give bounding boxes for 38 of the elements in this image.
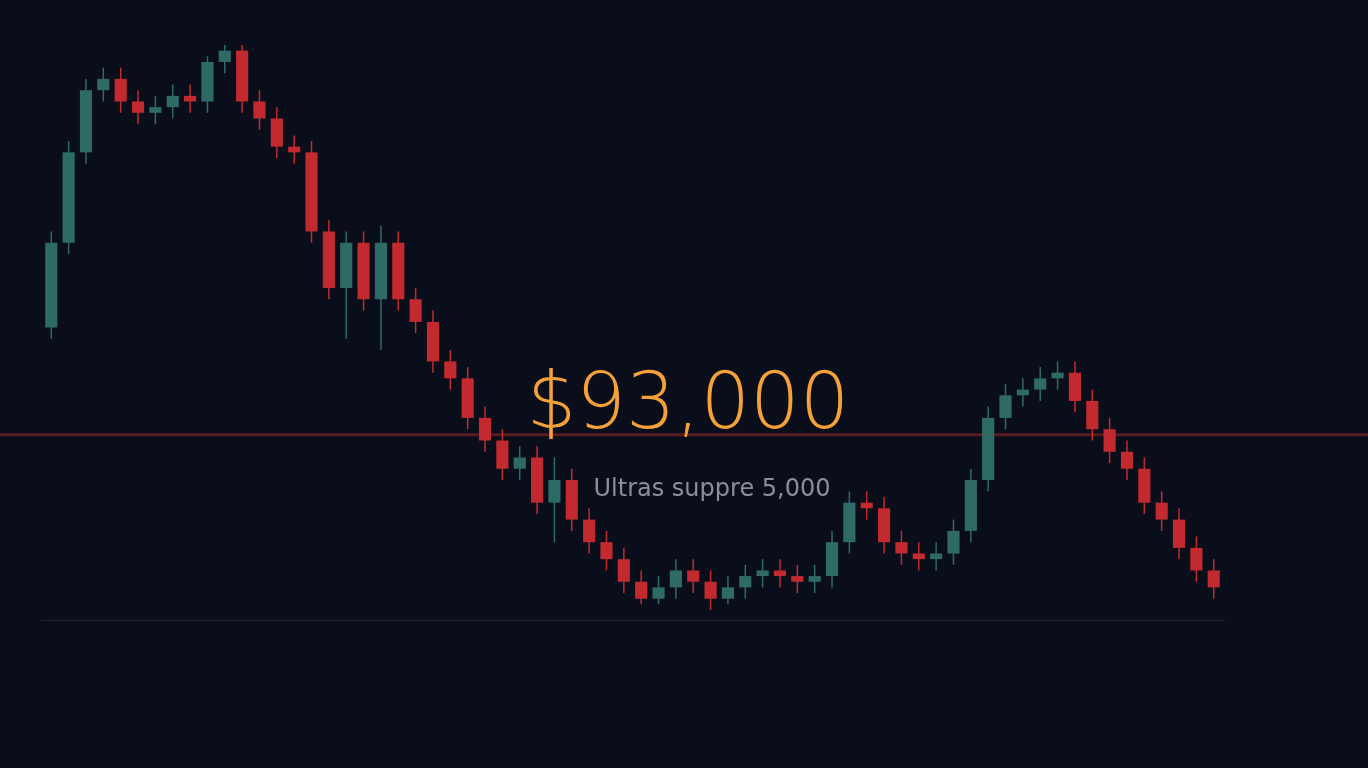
annotation: $93,000 xyxy=(526,356,850,446)
candlestick xyxy=(808,564,821,594)
annotation: Ultras suppre 5,000 xyxy=(593,474,831,502)
candlestick xyxy=(617,547,630,594)
candlestick xyxy=(1034,366,1047,402)
candlestick xyxy=(1103,417,1116,464)
candlestick xyxy=(218,44,231,74)
candlestick xyxy=(253,89,266,131)
candlestick xyxy=(409,287,422,334)
candlestick xyxy=(478,405,492,453)
candlestick xyxy=(1155,490,1168,532)
candlestick xyxy=(895,530,908,566)
candlestick xyxy=(791,564,804,594)
candlestick xyxy=(583,507,596,555)
candlestick xyxy=(721,575,734,606)
candlestick xyxy=(1207,558,1220,600)
candlestick xyxy=(600,530,613,572)
candlestick xyxy=(184,83,197,114)
candlestick xyxy=(1190,535,1203,583)
candlestick xyxy=(635,569,648,606)
candlestick xyxy=(947,518,960,566)
candlestick xyxy=(149,95,162,125)
candlestick xyxy=(773,558,787,589)
candlestick xyxy=(999,383,1012,430)
candlestick xyxy=(1120,439,1134,481)
candlestick xyxy=(669,558,682,600)
candlestick xyxy=(444,349,457,391)
candlestick xyxy=(131,89,145,125)
candlestick xyxy=(739,564,752,600)
candlestick xyxy=(687,558,700,594)
candlestick xyxy=(548,456,561,543)
candlestick xyxy=(704,569,717,611)
candlestick xyxy=(513,445,526,481)
candlestick xyxy=(756,558,769,589)
candlestick xyxy=(97,66,110,103)
candlestick xyxy=(166,83,179,120)
candlestick xyxy=(114,66,127,114)
candlestick xyxy=(652,575,665,606)
